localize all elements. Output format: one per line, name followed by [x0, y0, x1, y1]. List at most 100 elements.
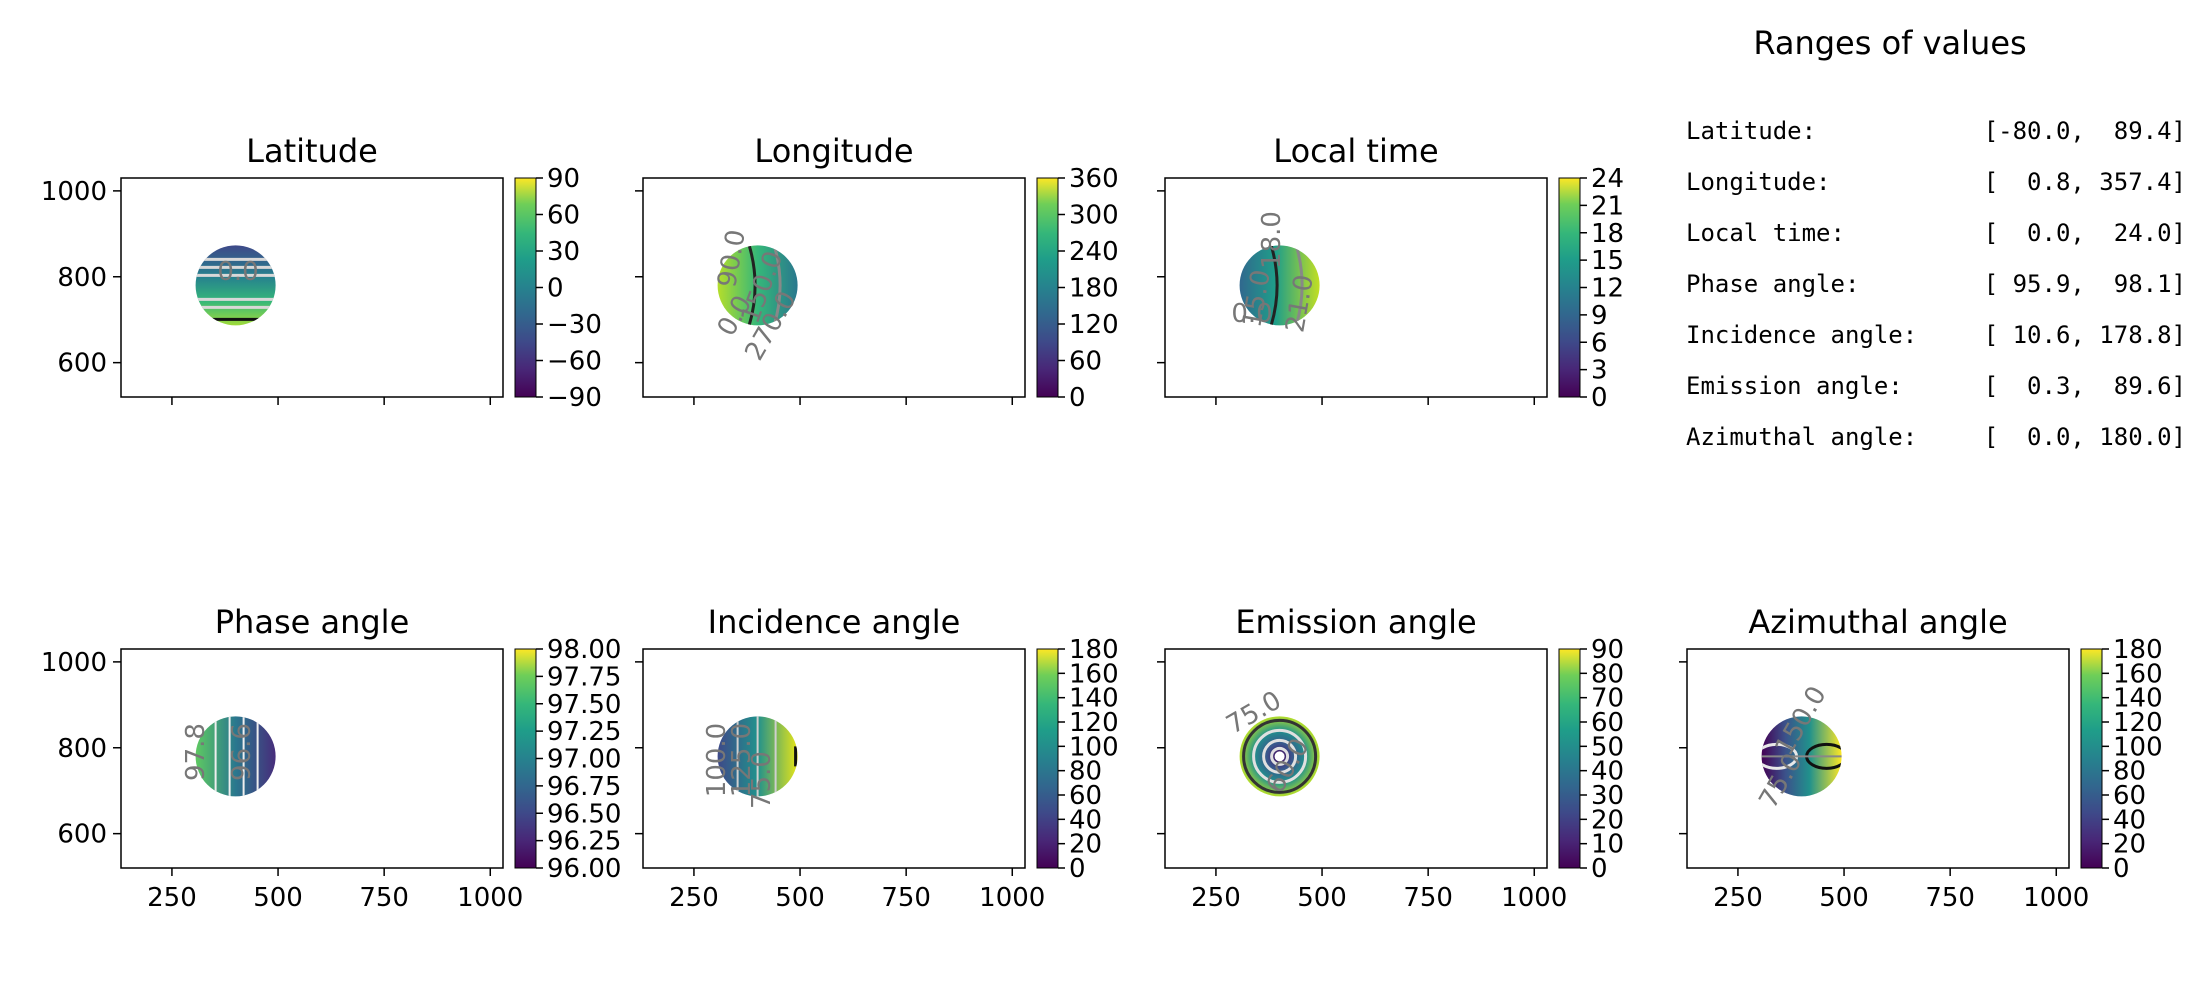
panel-title: Local time: [1273, 132, 1438, 170]
colorbar-tick-label: 60: [547, 201, 580, 231]
colorbar-tick-label: 30: [1591, 781, 1624, 811]
x-tick-label: 250: [669, 883, 719, 913]
range-value: [ 95.9, 98.1]: [1983, 270, 2186, 298]
contour-label: 0.0: [1231, 299, 1272, 329]
colorbar-tick-label: 24: [1591, 164, 1624, 194]
colorbar-tick-label: 96.00: [547, 854, 621, 884]
colorbar-tick-label: 30: [547, 237, 580, 267]
range-row: Longitude: [ 0.8, 357.4]: [1686, 168, 2186, 198]
x-tick-label: 500: [253, 883, 303, 913]
colorbar-tick-label: 60: [1069, 781, 1102, 811]
colorbar-tick-label: 60: [1591, 708, 1624, 738]
contour-label: 0.0: [217, 257, 258, 287]
colorbar-tick-label: 80: [1069, 757, 1102, 787]
colorbar-tick-label: 97.00: [547, 745, 621, 775]
panel-title: Longitude: [754, 132, 913, 170]
panel-title: Latitude: [246, 132, 378, 170]
contour-label: 75.0: [747, 751, 777, 809]
panel-title: Emission angle: [1235, 603, 1476, 641]
colorbar-tick-label: 40: [1069, 805, 1102, 835]
range-value: [ 10.6, 178.8]: [1983, 321, 2186, 349]
x-tick-label: 750: [1403, 883, 1453, 913]
disk-map: [1761, 716, 1842, 797]
range-row: Phase angle: [ 95.9, 98.1]: [1686, 270, 2186, 300]
x-tick-label: 750: [881, 883, 931, 913]
colorbar-tick-label: 300: [1069, 201, 1119, 231]
colorbar-tick-label: 0: [1591, 383, 1608, 413]
colorbar-tick-label: 3: [1591, 356, 1608, 386]
colorbar-tick-label: 90: [1591, 635, 1624, 665]
range-label: Latitude:: [1686, 117, 1817, 145]
contour-label: 18.0: [1257, 211, 1287, 269]
disk-map: [717, 716, 798, 797]
colorbar-tick-label: 180: [2113, 635, 2163, 665]
colorbar: [2080, 648, 2103, 869]
contour-label: 125.0: [727, 723, 757, 797]
colorbar-tick-label: −60: [547, 347, 602, 377]
x-tick-label: 500: [775, 883, 825, 913]
colorbar: [514, 648, 537, 869]
colorbar-tick-label: 96.50: [547, 799, 621, 829]
colorbar-tick-label: 40: [1591, 757, 1624, 787]
colorbar-tick-label: 0: [547, 274, 564, 304]
y-tick-label: 1000: [41, 177, 107, 207]
panel-2: Longitude90.0150.0270.00.036030024018012…: [635, 132, 1119, 413]
colorbar-tick-label: 360: [1069, 164, 1119, 194]
range-label: Emission angle:: [1686, 372, 1903, 400]
disk-map: [195, 245, 276, 326]
axes-frame: [642, 177, 1026, 398]
colorbar-tick-label: 120: [1069, 708, 1119, 738]
colorbar-tick-label: 18: [1591, 219, 1624, 249]
x-tick-label: 250: [1713, 883, 1763, 913]
colorbar-tick-label: 120: [2113, 708, 2163, 738]
colorbar-tick-label: 120: [1069, 310, 1119, 340]
colorbar-tick-label: 6: [1591, 328, 1608, 358]
range-value: [ 0.8, 357.4]: [1983, 168, 2186, 196]
ranges-title: Ranges of values: [1753, 24, 2027, 62]
colorbar: [1558, 177, 1581, 398]
axes-frame: [120, 648, 504, 869]
colorbar-tick-label: 9: [1591, 301, 1608, 331]
colorbar-tick-label: 0: [1069, 854, 1086, 884]
y-tick-label: 1000: [41, 648, 107, 678]
x-tick-label: 750: [359, 883, 409, 913]
colorbar-tick-label: 97.75: [547, 662, 621, 692]
colorbar-tick-label: 240: [1069, 237, 1119, 267]
range-value: [ 0.3, 89.6]: [1983, 372, 2186, 400]
x-tick-label: 250: [147, 883, 197, 913]
colorbar-tick-label: 80: [1591, 659, 1624, 689]
disk-map: [1239, 716, 1320, 797]
colorbar-tick-label: 180: [1069, 274, 1119, 304]
colorbar-tick-label: 160: [2113, 659, 2163, 689]
colorbar-tick-label: 0: [2113, 854, 2130, 884]
colorbar-tick-label: 20: [1591, 805, 1624, 835]
colorbar-tick-label: 0: [1069, 383, 1086, 413]
axes-frame: [1164, 177, 1548, 398]
colorbar-tick-label: 100: [2113, 732, 2163, 762]
x-tick-label: 1000: [457, 883, 523, 913]
panel-title: Phase angle: [215, 603, 410, 641]
colorbar-tick-label: 140: [2113, 684, 2163, 714]
colorbar-tick-label: 180: [1069, 635, 1119, 665]
colorbar: [514, 177, 537, 398]
colorbar-tick-label: 10: [1591, 830, 1624, 860]
contour-label: 96.6: [227, 723, 257, 781]
panel-4: Phase angle 97.8 96.6 250 500 750 1000 1000 800 6…: [41, 603, 622, 913]
colorbar: [1036, 648, 1059, 869]
x-tick-label: 1000: [979, 883, 1045, 913]
colorbar-tick-label: 97.25: [547, 717, 621, 747]
range-value: [-80.0, 89.4]: [1983, 117, 2186, 145]
colorbar-tick-label: 21: [1591, 191, 1624, 221]
range-label: Longitude:: [1686, 168, 1831, 196]
colorbar-tick-label: 40: [2113, 805, 2146, 835]
colorbar-tick-label: 96.25: [547, 827, 621, 857]
colorbar-tick-label: 60: [1069, 347, 1102, 377]
y-tick-label: 600: [57, 349, 107, 379]
axes-frame: [642, 648, 1026, 869]
axes-frame: [1686, 648, 2070, 869]
panel-title: Incidence angle: [708, 603, 961, 641]
y-tick-label: 600: [57, 820, 107, 850]
colorbar-tick-label: 12: [1591, 274, 1624, 304]
colorbar-tick-label: 80: [2113, 757, 2146, 787]
